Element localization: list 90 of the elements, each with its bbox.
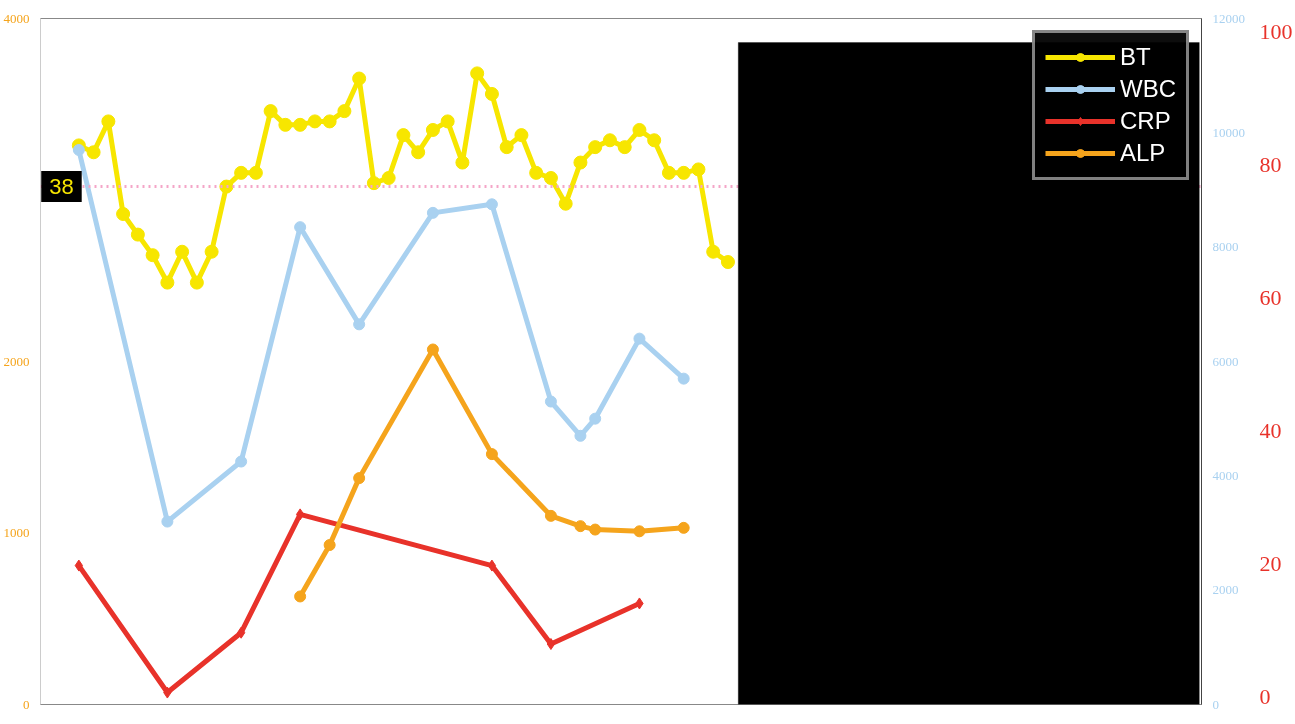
point (86, 145, 101, 160)
y2-tick-label: 2000 (1212, 582, 1239, 598)
point (455, 155, 470, 170)
point (589, 523, 602, 536)
point (74, 559, 84, 572)
point (263, 104, 278, 119)
point (381, 171, 396, 185)
point (574, 429, 587, 442)
y3-tick-label: 0 (1259, 683, 1271, 709)
point (544, 509, 557, 522)
point (440, 114, 455, 129)
point (602, 133, 617, 148)
point (278, 117, 293, 132)
point (529, 165, 544, 180)
y-tick-label: 4000 (3, 10, 30, 26)
point (661, 165, 676, 180)
legend-label: CRP (1120, 107, 1171, 135)
point (322, 114, 337, 129)
point (145, 248, 160, 263)
point (647, 133, 662, 148)
point (573, 155, 588, 170)
point (426, 343, 439, 356)
y3-tick-label: 80 (1259, 151, 1282, 177)
point (307, 114, 322, 129)
point (706, 244, 721, 259)
point (160, 275, 175, 290)
point (352, 71, 367, 86)
point (116, 207, 131, 221)
point (485, 198, 498, 211)
point (485, 448, 498, 461)
point (189, 275, 204, 290)
point (546, 638, 556, 651)
point (632, 122, 647, 137)
point (426, 206, 439, 219)
point (235, 455, 248, 468)
point (574, 520, 587, 533)
y-tick-label: 0 (23, 696, 30, 712)
y-tick-label: 1000 (3, 525, 30, 540)
point (353, 318, 366, 331)
point (588, 140, 603, 155)
legend-label: ALP (1120, 139, 1166, 167)
point (101, 114, 116, 129)
y2-tick-label: 4000 (1212, 467, 1239, 483)
y3-tick-label: 20 (1259, 550, 1282, 576)
point (366, 176, 381, 191)
y2-tick-label: 10000 (1212, 124, 1245, 140)
annotation: 38 (49, 174, 74, 200)
point (677, 521, 690, 534)
point (236, 626, 246, 639)
point (558, 196, 573, 211)
point (676, 165, 691, 180)
y2-tick-label: 8000 (1212, 239, 1239, 255)
point (353, 472, 366, 485)
point (295, 508, 305, 521)
legend-label: BT (1120, 43, 1151, 71)
point (544, 395, 557, 408)
point (130, 227, 145, 242)
point (617, 140, 632, 155)
point (543, 171, 558, 185)
y3-tick-label: 100 (1259, 18, 1293, 44)
point (484, 86, 499, 101)
point (72, 143, 85, 156)
point (633, 525, 646, 538)
point (293, 117, 308, 132)
point (514, 128, 529, 143)
y2-tick-label: 0 (1212, 696, 1219, 712)
point (337, 104, 352, 119)
point (677, 372, 690, 385)
point (396, 128, 411, 143)
point (470, 66, 485, 81)
point (633, 332, 646, 345)
y-tick-label: 2000 (3, 353, 30, 369)
point (425, 122, 440, 137)
y2-tick-label: 6000 (1212, 353, 1239, 369)
point (175, 244, 190, 259)
y2-tick-label: 12000 (1212, 10, 1245, 26)
point (234, 165, 249, 180)
point (323, 539, 336, 551)
point (161, 515, 174, 528)
y3-tick-label: 40 (1259, 417, 1282, 443)
point (411, 145, 426, 160)
point (720, 255, 735, 270)
point (294, 590, 307, 603)
point (499, 140, 514, 155)
point (691, 162, 706, 177)
point (204, 244, 219, 259)
point (248, 165, 263, 180)
y3-tick-label: 60 (1259, 284, 1282, 310)
point (589, 412, 602, 425)
legend-label: WBC (1120, 75, 1176, 103)
